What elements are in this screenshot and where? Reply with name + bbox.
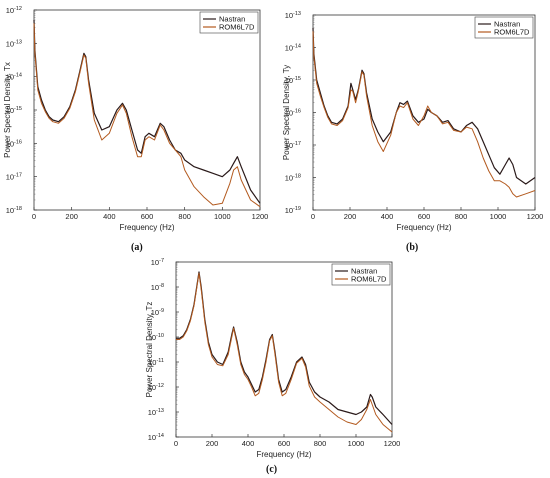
- x-tick-label: 400: [103, 212, 116, 221]
- legend-entry: ROM6L7D: [494, 28, 530, 37]
- y-tick-label: 10-13: [285, 11, 301, 20]
- x-tick-label: 400: [381, 212, 394, 221]
- chart-panel-3: 0 200 400 600 800 1000 1200 10-14 10-13 10-12 10-1…: [145, 258, 400, 459]
- series-line-nastran: [33, 19, 261, 204]
- legend-entry: Nastran: [219, 15, 245, 24]
- legend-entry: ROM6L7D: [351, 275, 387, 284]
- y-axis-label: Power Spectral Density, Ty: [282, 65, 291, 160]
- chart-panel-1: 0 200 400 600 800 1000 1200 10-18 10-17 10-16 10-1…: [3, 6, 268, 232]
- y-tick-label: 10-17: [6, 173, 22, 182]
- series-line-nastran: [312, 27, 536, 185]
- x-tick-label: 1000: [214, 212, 231, 221]
- x-axis-label: Frequency (Hz): [256, 450, 311, 459]
- y-tick-label: 10-10: [148, 333, 164, 342]
- x-axis-label: Frequency (Hz): [396, 223, 451, 232]
- series-line-nastran: [176, 271, 393, 425]
- x-tick-label: 200: [344, 212, 357, 221]
- y-tick-label: 10-15: [6, 106, 22, 115]
- y-tick-label: 10-18: [285, 174, 301, 183]
- y-tick-label: 10-19: [285, 206, 301, 215]
- x-tick-label: 800: [455, 212, 468, 221]
- x-tick-label: 0: [311, 212, 315, 221]
- y-tick-label: 10-7: [151, 258, 164, 267]
- legend-box: [331, 263, 391, 286]
- y-tick-label: 10-8: [151, 283, 164, 292]
- legend-entry: Nastran: [494, 20, 520, 29]
- y-tick-label: 10-12: [6, 6, 22, 15]
- y-tick-label: 10-16: [6, 139, 22, 148]
- x-tick-label: 0: [32, 212, 36, 221]
- x-tick-label: 1200: [527, 212, 544, 221]
- y-tick-label: 10-14: [148, 433, 164, 442]
- series-line-rom6l7d: [176, 272, 393, 433]
- x-tick-label: 800: [178, 212, 191, 221]
- x-axis-label: Frequency (Hz): [119, 223, 174, 232]
- x-tick-label: 200: [206, 439, 219, 448]
- x-tick-label: 1000: [348, 439, 365, 448]
- panel-label-a: (a): [131, 242, 143, 253]
- legend-box: [474, 16, 534, 39]
- x-tick-label: 800: [314, 439, 327, 448]
- y-tick-label: 10-12: [148, 383, 164, 392]
- x-tick-label: 600: [418, 212, 431, 221]
- panel-label-b: (b): [406, 242, 419, 253]
- x-tick-label: 600: [141, 212, 154, 221]
- x-tick-label: 0: [174, 439, 178, 448]
- x-tick-label: 600: [278, 439, 291, 448]
- y-tick-label: 10-17: [285, 141, 301, 150]
- y-tick-label: 10-13: [6, 39, 22, 48]
- series-line-rom6l7d: [33, 23, 261, 208]
- y-tick-label: 10-9: [151, 308, 164, 317]
- x-tick-label: 1000: [490, 212, 507, 221]
- panel-label-c: (c): [266, 464, 278, 475]
- x-tick-label: 1200: [252, 212, 269, 221]
- series-line-rom6l7d: [312, 31, 536, 198]
- y-tick-label: 10-13: [148, 408, 164, 417]
- chart-panel-2: 0 200 400 600 800 1000 1200 10-19 10-18 10-17 10-1…: [282, 11, 543, 232]
- y-tick-label: 10-14: [6, 73, 22, 82]
- legend-entry: Nastran: [351, 267, 377, 276]
- plot-frame: [175, 261, 393, 438]
- y-tick-label: 10-18: [6, 206, 22, 215]
- x-tick-label: 400: [242, 439, 255, 448]
- legend-entry: ROM6L7D: [219, 23, 255, 32]
- legend-box: [199, 11, 259, 34]
- x-tick-label: 1200: [384, 439, 401, 448]
- y-axis-label: Power Spectral Density, Tx: [3, 62, 12, 158]
- y-tick-label: 10-16: [285, 109, 301, 118]
- y-tick-label: 10-11: [148, 358, 164, 367]
- y-tick-label: 10-14: [285, 44, 301, 53]
- x-tick-label: 200: [65, 212, 78, 221]
- y-axis-label: Power Spectral Density, Tz: [145, 302, 154, 398]
- y-tick-label: 10-15: [285, 76, 301, 85]
